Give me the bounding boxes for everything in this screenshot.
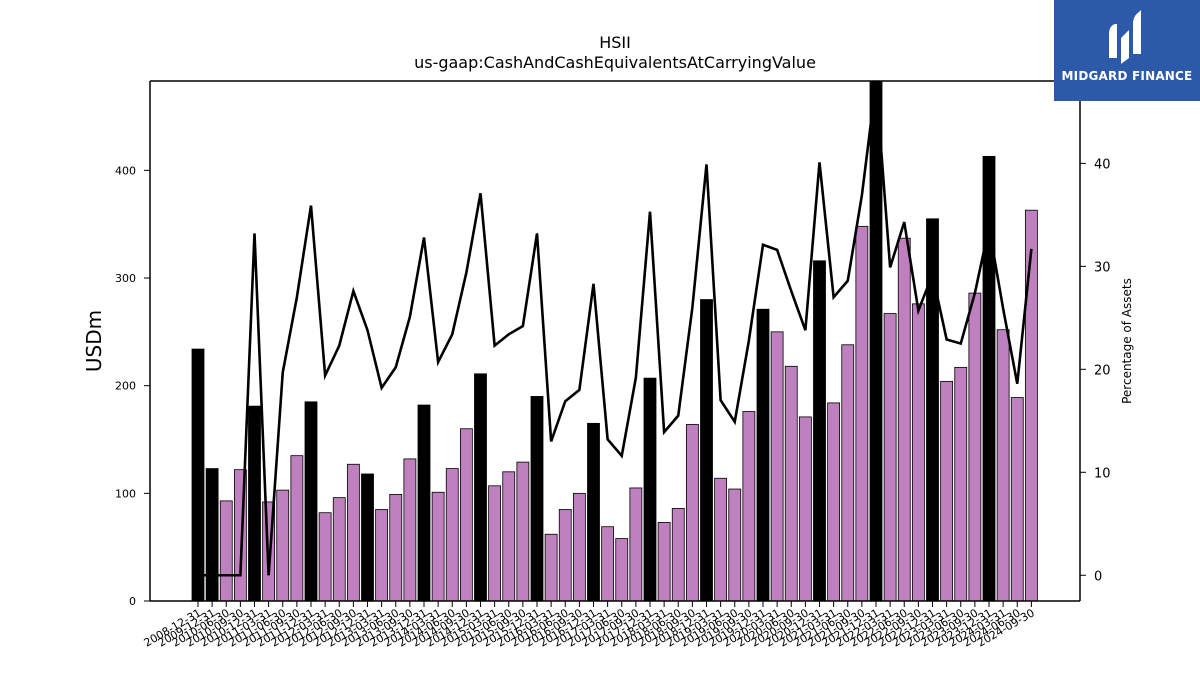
bar [657, 522, 671, 602]
bar [784, 365, 798, 602]
bar [671, 508, 685, 602]
bar [558, 509, 572, 602]
bar [572, 492, 586, 602]
y-tick-label: 100 [115, 487, 136, 500]
y-tick-label: 300 [115, 272, 136, 285]
bar [431, 491, 445, 602]
bar [191, 348, 205, 602]
y2-axis-label: Percentage of Assets [1120, 278, 1134, 404]
bar [883, 313, 897, 602]
bar [629, 487, 643, 602]
y-axis-label: USDm [82, 310, 106, 372]
bar [248, 405, 261, 602]
bar [911, 303, 925, 602]
bar [361, 473, 374, 602]
bar [841, 344, 855, 602]
bar [728, 488, 742, 602]
bar [318, 512, 332, 602]
bar [968, 292, 982, 602]
bar [544, 533, 558, 602]
bar [643, 377, 657, 602]
bar [601, 526, 615, 602]
percentage-line [198, 81, 1033, 577]
y2-tick-label: 0 [1094, 569, 1102, 584]
y-tick-label: 200 [115, 380, 136, 393]
bar [1010, 397, 1024, 602]
bar [982, 155, 996, 602]
bar [615, 538, 629, 602]
y-tick-label: 400 [115, 164, 136, 177]
y2-tick-label: 10 [1094, 466, 1111, 481]
bar [403, 458, 417, 602]
bar [996, 329, 1010, 602]
bar [869, 80, 883, 602]
y2-tick-label: 20 [1094, 363, 1111, 378]
bar [855, 225, 869, 602]
bar [756, 308, 770, 602]
bar [940, 380, 954, 602]
chart-title: HSII [599, 33, 631, 52]
bar [587, 422, 600, 602]
bar [897, 237, 911, 602]
bar [798, 416, 812, 602]
bar [714, 477, 728, 602]
bar [954, 366, 968, 602]
bar [290, 455, 304, 602]
bar [530, 396, 544, 602]
bar [375, 509, 389, 602]
bar [488, 485, 502, 602]
bar [304, 401, 318, 602]
y-tick-label: 0 [129, 595, 136, 608]
bar [700, 299, 713, 602]
bar [827, 402, 841, 602]
bar [813, 260, 826, 602]
bar [417, 404, 431, 602]
bar [685, 424, 699, 602]
chart-subtitle: us-gaap:CashAndCashEquivalentsAtCarrying… [414, 53, 816, 72]
bar [205, 468, 219, 602]
bar [770, 331, 784, 602]
y2-tick-label: 30 [1094, 260, 1111, 275]
bar [742, 411, 756, 602]
bar [219, 500, 233, 602]
bar [276, 489, 290, 602]
bar [389, 494, 403, 602]
bar [445, 468, 459, 602]
bar [1024, 209, 1038, 602]
bar [516, 461, 530, 602]
logo-mark-icon [1109, 10, 1141, 64]
bar [474, 373, 487, 602]
bar [459, 428, 473, 602]
logo-text: MIDGARD FINANCE [1061, 69, 1193, 83]
bar [502, 471, 516, 602]
bar [346, 463, 360, 602]
midgard-finance-logo: MIDGARD FINANCE [1054, 0, 1200, 101]
y2-tick-label: 40 [1094, 157, 1111, 172]
bar [332, 497, 346, 602]
